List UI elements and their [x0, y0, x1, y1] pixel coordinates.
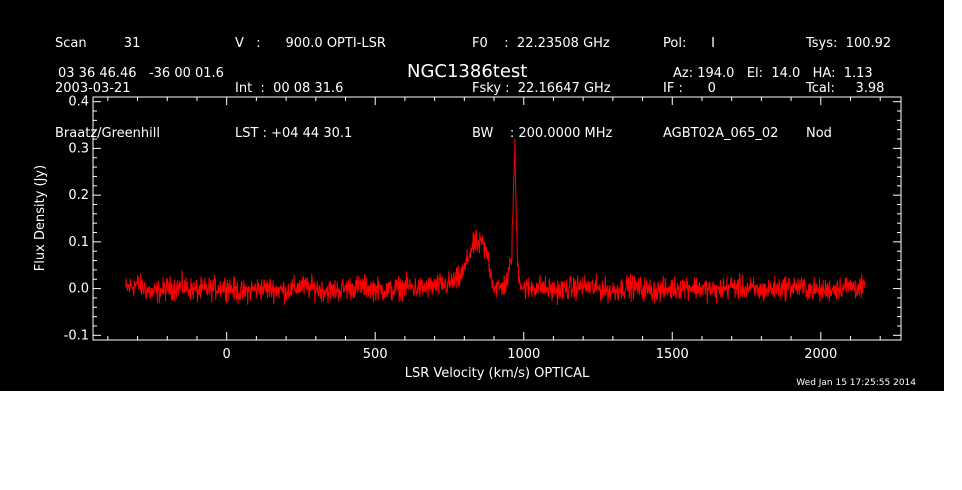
rest-frequency: F0 : 22.23508 GHz — [472, 36, 610, 51]
y-tick-label: 0.2 — [68, 188, 89, 203]
x-tick-label: 1500 — [656, 347, 689, 362]
spectrum-chart: 0 500 1000 1500 2000 -0.1 0.0 0.1 0.2 0.3 0.4 LSR… — [33, 95, 902, 381]
scan-number: Scan 31 — [55, 36, 141, 51]
system-info: Tsys: 100.92 Tcal: 3.98 Nod — [806, 6, 891, 156]
y-tick-label: 0.1 — [68, 235, 89, 250]
source-coordinates: 03 36 46.46 -36 00 01.6 — [58, 66, 224, 81]
x-tick-label: 2000 — [804, 347, 837, 362]
observer: Braatz/Greenhill — [55, 126, 160, 141]
velocity: V : 900.0 OPTI-LSR — [235, 36, 386, 51]
bandwidth: BW : 200.0000 MHz — [472, 126, 613, 141]
plot-canvas — [0, 0, 944, 391]
frequency-info: F0 : 22.23508 GHz Fsky : 22.16647 GHz BW… — [472, 6, 612, 156]
x-tick-label: 1000 — [507, 347, 540, 362]
y-tick-label: -0.1 — [64, 328, 89, 343]
x-tick-label: 500 — [363, 347, 388, 362]
x-axis-ticks: 0 500 1000 1500 2000 — [107, 97, 881, 362]
y-tick-label: 0.3 — [68, 141, 89, 156]
observation-date: 2003-03-21 — [55, 81, 131, 96]
sky-frequency: Fsky : 22.16647 GHz — [472, 81, 611, 96]
plot-frame — [92, 96, 902, 341]
velocity-info: V : 900.0 OPTI-LSR Int : 00 08 31.6 LST … — [235, 6, 386, 156]
spectrum-trace — [125, 138, 866, 306]
y-tick-label: 0.0 — [68, 282, 89, 297]
scan-info: Scan 31 2003-03-21 Braatz/Greenhill — [55, 6, 160, 156]
tcal: Tcal: 3.98 — [806, 81, 885, 96]
x-tick-label: 0 — [223, 347, 231, 362]
y-axis-ticks: -0.1 0.0 0.1 0.2 0.3 0.4 — [64, 95, 901, 343]
timestamp: Wed Jan 15 17:25:55 2014 — [796, 378, 916, 388]
polarization-info: Pol: I IF : 0 AGBT02A_065_02 — [663, 6, 778, 156]
integration-time: Int : 00 08 31.6 — [235, 81, 344, 96]
polarization: Pol: I — [663, 36, 715, 51]
lst: LST : +04 44 30.1 — [235, 126, 353, 141]
pointing-info: Az: 194.0 El: 14.0 HA: 1.13 — [673, 66, 873, 81]
if-number: IF : 0 — [663, 81, 716, 96]
procedure: Nod — [806, 126, 832, 141]
x-axis-label: LSR Velocity (km/s) OPTICAL — [405, 366, 590, 381]
y-tick-label: 0.4 — [68, 95, 89, 110]
series-group — [125, 138, 866, 306]
tsys: Tsys: 100.92 — [806, 36, 892, 51]
project-id: AGBT02A_065_02 — [663, 126, 779, 141]
y-axis-label: Flux Density (Jy) — [33, 165, 48, 271]
source-name: NGC1386test — [407, 61, 528, 82]
